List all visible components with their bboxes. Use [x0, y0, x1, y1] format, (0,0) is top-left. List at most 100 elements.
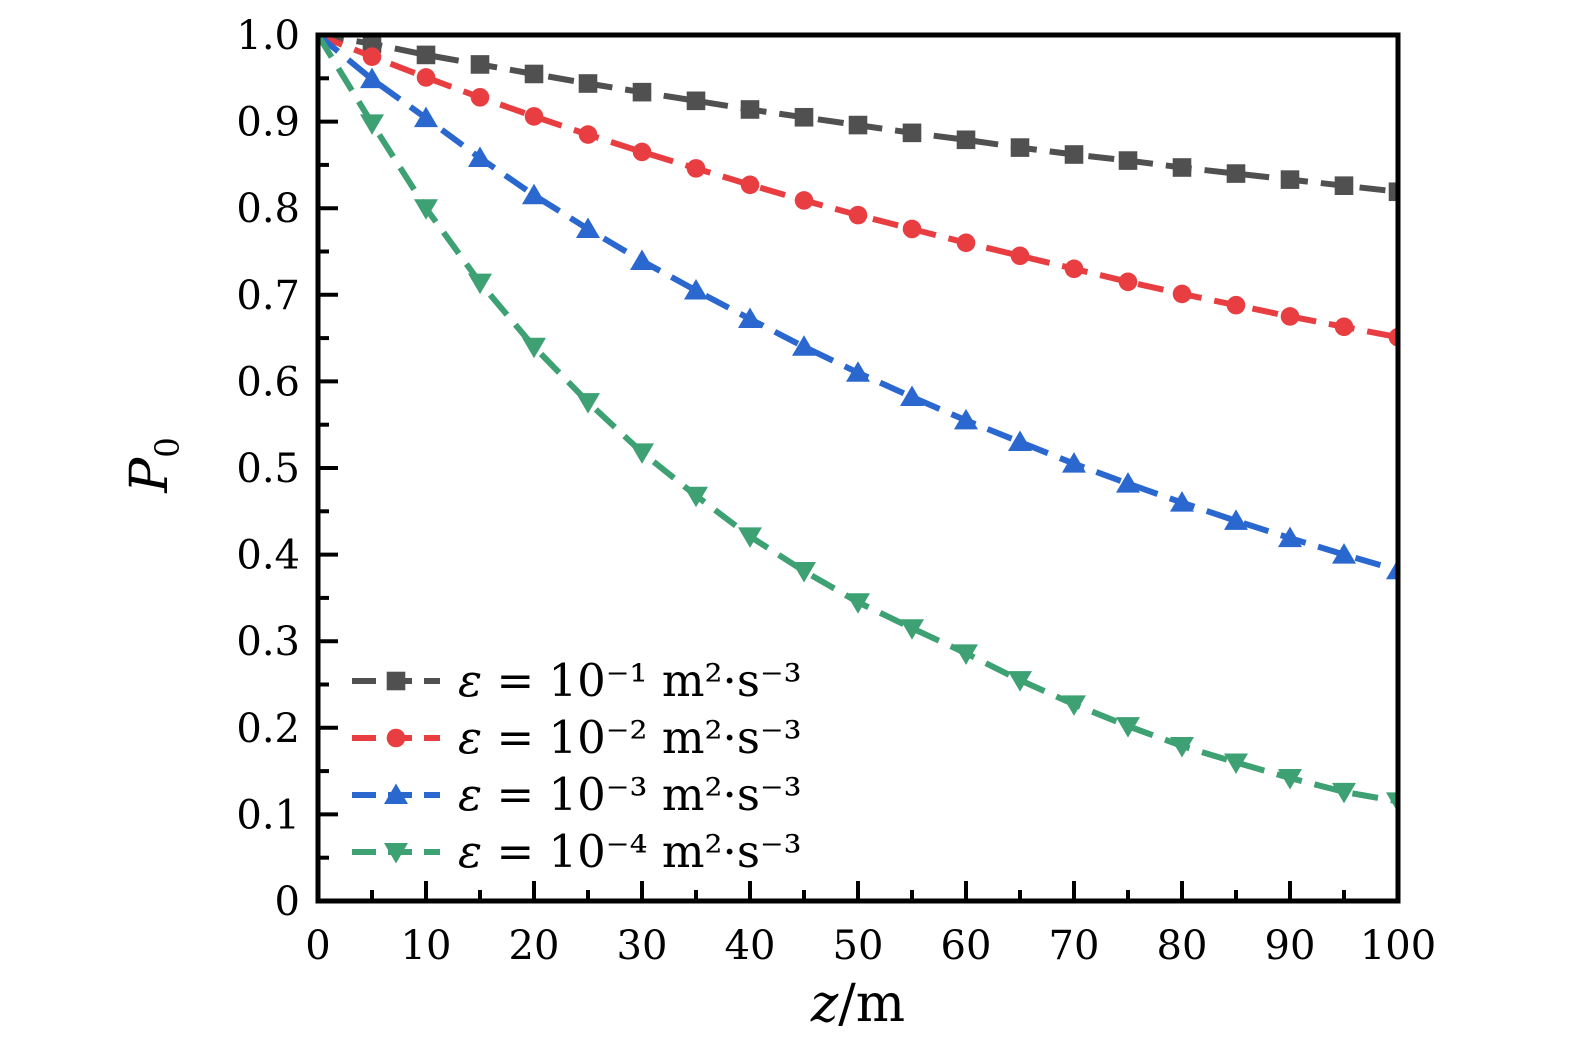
- x-tick-label: 50: [833, 923, 884, 969]
- marker-square: [1388, 182, 1398, 202]
- marker-triangle-up: [846, 361, 870, 382]
- marker-triangle-up: [1170, 491, 1194, 512]
- marker-square: [362, 35, 382, 53]
- marker-circle: [1010, 246, 1030, 266]
- marker-triangle-down: [684, 486, 708, 508]
- y-tick-label: 0.5: [236, 446, 300, 492]
- marker-triangle-down: [1386, 792, 1398, 813]
- x-tick-label: 10: [401, 923, 452, 969]
- marker-triangle-down: [1062, 695, 1086, 716]
- legend-marker: [386, 728, 406, 747]
- series-3: [318, 35, 1398, 580]
- marker-square: [1172, 158, 1192, 177]
- x-tick-label: 60: [941, 923, 992, 969]
- marker-circle: [1334, 317, 1354, 337]
- marker-triangle-up: [1062, 452, 1086, 473]
- marker-circle: [632, 142, 652, 162]
- series-4: [318, 35, 1398, 813]
- x-axis-label: z/m: [811, 974, 905, 1034]
- x-tick-label: 70: [1049, 923, 1100, 969]
- marker-triangle-down: [954, 644, 978, 665]
- marker-triangle-up: [792, 335, 816, 356]
- ticks: [316, 33, 1400, 903]
- x-axis-variable: z: [810, 974, 839, 1034]
- marker-triangle-down: [1116, 717, 1140, 738]
- x-axis-unit: /m: [838, 974, 906, 1034]
- y-tick-label: 0.9: [236, 100, 300, 146]
- marker-triangle-up: [576, 217, 600, 238]
- marker-square: [1334, 176, 1354, 195]
- marker-triangle-down: [1170, 736, 1194, 758]
- marker-triangle-down: [792, 562, 816, 583]
- marker-circle: [1280, 307, 1300, 326]
- legend-sample-line: [352, 783, 440, 804]
- marker-circle: [956, 233, 976, 253]
- marker-circle: [524, 107, 544, 126]
- legend-label: ε = 10⁻¹ m²·s⁻³: [458, 654, 802, 707]
- legend-item-3: ε = 10⁻³ m²·s⁻³: [350, 766, 802, 823]
- marker-triangle-up: [1332, 543, 1356, 564]
- marker-square: [1118, 151, 1138, 170]
- marker-triangle-up: [738, 307, 762, 329]
- marker-triangle-down: [1332, 782, 1356, 804]
- marker-triangle-down: [414, 199, 438, 220]
- marker-triangle-down: [630, 443, 654, 464]
- legend-sample-line: [352, 842, 440, 863]
- series-1: [318, 35, 1398, 202]
- marker-circle: [416, 68, 436, 87]
- marker-triangle-up: [468, 146, 492, 167]
- y-tick-label: 0.6: [236, 359, 300, 405]
- y-axis-subscript: 0: [148, 437, 187, 458]
- marker-circle: [686, 159, 706, 178]
- marker-triangle-down: [468, 273, 492, 295]
- y-axis-variable: P: [120, 457, 180, 493]
- marker-square: [794, 107, 814, 127]
- marker-triangle-up: [684, 278, 708, 300]
- series-2: [318, 35, 1398, 347]
- x-tick-label: 0: [305, 923, 330, 969]
- marker-triangle-up: [1224, 509, 1248, 530]
- y-tick-label: 0.1: [236, 792, 300, 838]
- marker-circle: [1226, 295, 1246, 315]
- x-tick-label: 80: [1157, 923, 1208, 969]
- legend-item-1: ε = 10⁻¹ m²·s⁻³: [350, 652, 802, 709]
- marker-circle: [578, 125, 598, 144]
- legend-label: ε = 10⁻² m²·s⁻³: [458, 711, 802, 764]
- legend-sample-line: [352, 728, 440, 747]
- marker-triangle-down: [360, 114, 384, 135]
- marker-triangle-down: [1008, 671, 1032, 692]
- x-tick-label: 20: [509, 923, 560, 969]
- marker-circle: [794, 191, 814, 210]
- x-tick-label: 40: [725, 923, 776, 969]
- y-tick-label: 0: [275, 879, 300, 925]
- marker-triangle-down: [900, 619, 924, 640]
- marker-triangle-down: [1224, 753, 1248, 774]
- marker-triangle-up: [1278, 526, 1302, 548]
- marker-triangle-up: [954, 408, 978, 430]
- marker-circle: [1064, 259, 1084, 279]
- marker-square: [1064, 145, 1084, 164]
- marker-triangle-up: [630, 249, 654, 271]
- marker-square: [578, 74, 598, 93]
- marker-circle: [1172, 284, 1192, 304]
- marker-triangle-down: [1278, 769, 1302, 790]
- marker-circle: [1118, 272, 1138, 292]
- marker-circle: [740, 175, 760, 195]
- legend-item-4: ε = 10⁻⁴ m²·s⁻³: [350, 823, 802, 880]
- legend-marker: [386, 671, 406, 690]
- marker-square: [686, 91, 706, 111]
- marker-circle: [362, 47, 382, 66]
- x-tick-label: 90: [1265, 923, 1316, 969]
- marker-triangle-up: [414, 106, 438, 128]
- y-tick-label: 0.3: [236, 619, 300, 665]
- marker-square: [416, 45, 436, 65]
- marker-circle: [902, 219, 922, 239]
- legend-marker: [384, 842, 408, 863]
- marker-triangle-down: [846, 593, 870, 614]
- legend-sample-line: [352, 671, 440, 690]
- y-axis-label: P0: [120, 437, 186, 493]
- marker-square: [740, 100, 760, 119]
- y-tick-label: 1.0: [236, 13, 300, 59]
